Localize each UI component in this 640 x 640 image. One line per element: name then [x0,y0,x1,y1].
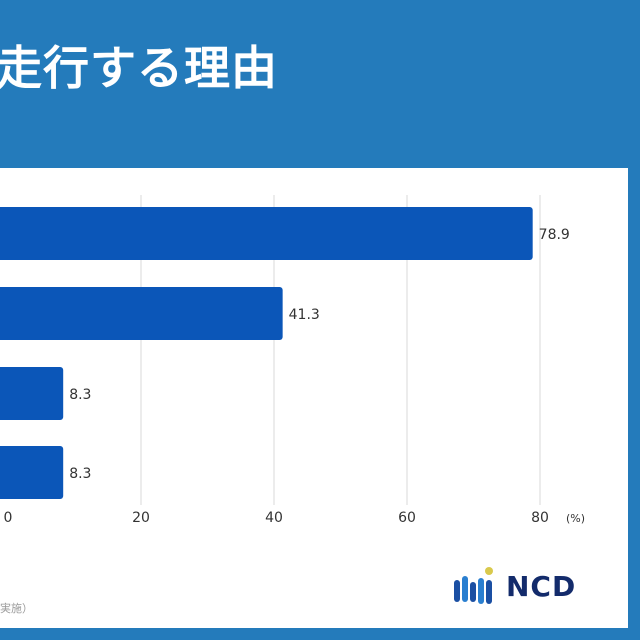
x-tick-label: 60 [398,510,416,526]
ncd-logo: NCD [452,566,576,606]
source-note: 実施） [0,602,33,615]
data-label: 8.3 [69,466,91,482]
x-unit-label: (%) [566,512,585,525]
data-label: 8.3 [69,387,91,403]
logo-text: NCD [506,569,577,603]
x-tick-label: 40 [265,510,283,526]
x-tick-label: 0 [4,510,13,526]
bar [0,367,64,420]
data-label: 78.9 [539,227,570,243]
bar [0,446,64,499]
x-tick-label: 20 [132,510,150,526]
chart-title: 走行する理由 [0,41,278,95]
ncd-logo-icon [454,567,493,604]
bar [0,287,283,340]
data-label: 41.3 [289,307,320,323]
x-tick-label: 80 [531,510,549,526]
bar [0,207,533,260]
